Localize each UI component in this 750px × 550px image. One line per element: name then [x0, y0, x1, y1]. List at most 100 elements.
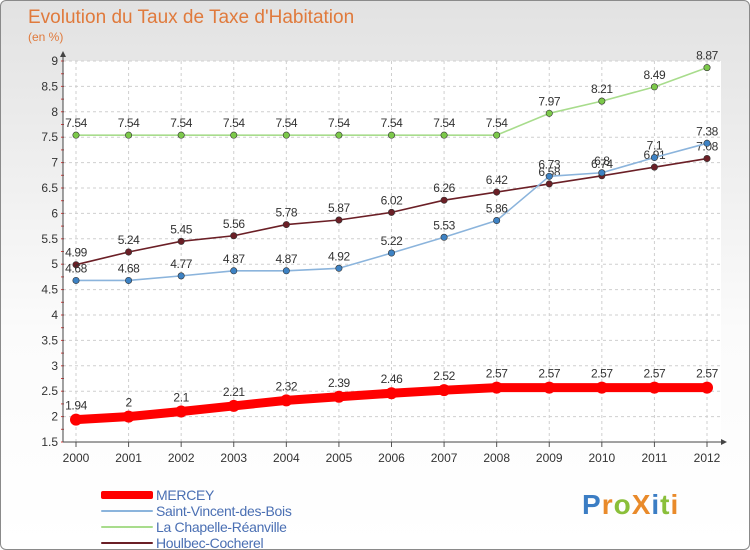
legend-item: Saint-Vincent-des-Bois [101, 503, 292, 519]
data-point-saint-vincent-des-bois [440, 233, 448, 241]
proxiti-logo: ProXiti [582, 489, 679, 521]
x-tick-label: 2009 [536, 451, 563, 465]
data-point-mercey [701, 381, 713, 394]
data-point-saint-vincent-des-bois [177, 272, 185, 280]
data-label-houlbec-cocherel: 5.24 [118, 233, 140, 247]
data-label-la-chapelle-reanville: 7.54 [170, 116, 192, 130]
legend-item: Houlbec-Cocherel [101, 535, 264, 550]
x-tick-label: 2003 [220, 451, 247, 465]
data-point-la-chapelle-reanville [177, 131, 185, 139]
data-label-houlbec-cocherel: 5.87 [328, 201, 350, 215]
data-label-mercey: 2.32 [275, 379, 297, 393]
x-tick-label: 2000 [63, 451, 90, 465]
data-point-mercey [490, 381, 503, 394]
logo-letter: o [613, 489, 632, 520]
data-point-la-chapelle-reanville [335, 131, 343, 139]
legend-swatch [101, 491, 153, 499]
data-point-houlbec-cocherel [125, 248, 133, 256]
data-label-saint-vincent-des-bois: 6.73 [538, 157, 560, 171]
data-point-la-chapelle-reanville [493, 131, 501, 139]
data-point-houlbec-cocherel [72, 261, 80, 269]
x-tick-label: 2007 [431, 451, 458, 465]
data-point-saint-vincent-des-bois [650, 154, 658, 162]
y-axis-arrow [60, 51, 66, 57]
data-point-saint-vincent-des-bois [545, 172, 553, 180]
data-point-houlbec-cocherel [230, 232, 238, 240]
legend-swatch [101, 542, 153, 544]
x-axis-arrow [721, 439, 727, 445]
data-label-saint-vincent-des-bois: 6.8 [594, 154, 610, 168]
data-point-saint-vincent-des-bois [703, 139, 711, 147]
x-tick-label: 2002 [168, 451, 195, 465]
data-label-houlbec-cocherel: 6.74 [591, 157, 613, 171]
data-point-mercey [280, 394, 293, 407]
data-point-saint-vincent-des-bois [72, 276, 80, 284]
data-label-saint-vincent-des-bois: 4.68 [118, 261, 140, 275]
data-label-saint-vincent-des-bois: 4.92 [328, 249, 350, 263]
data-point-la-chapelle-reanville [72, 131, 80, 139]
logo-letter: X [631, 489, 652, 520]
data-label-houlbec-cocherel: 4.99 [65, 246, 87, 260]
data-point-mercey [385, 387, 398, 400]
data-point-saint-vincent-des-bois [282, 267, 290, 275]
data-label-saint-vincent-des-bois: 7.1 [647, 139, 663, 153]
data-point-la-chapelle-reanville [440, 131, 448, 139]
legend-label: Saint-Vincent-des-Bois [156, 503, 292, 519]
data-label-mercey: 2 [125, 396, 132, 410]
data-label-houlbec-cocherel: 6.42 [486, 173, 508, 187]
data-point-mercey [648, 381, 661, 394]
data-point-saint-vincent-des-bois [387, 249, 395, 257]
data-label-saint-vincent-des-bois: 7.38 [696, 124, 718, 138]
data-point-mercey [543, 381, 556, 394]
data-label-mercey: 2.21 [223, 385, 245, 399]
data-label-la-chapelle-reanville: 8.49 [644, 68, 666, 82]
data-point-la-chapelle-reanville [703, 64, 711, 72]
data-label-houlbec-cocherel: 5.45 [170, 222, 192, 236]
data-point-la-chapelle-reanville [125, 131, 133, 139]
y-tick-label: 8 [51, 105, 58, 119]
data-label-la-chapelle-reanville: 7.54 [433, 116, 455, 130]
x-tick-label: 2005 [326, 451, 353, 465]
legend-label: MERCEY [156, 487, 215, 503]
y-tick-label: 8.5 [41, 79, 58, 93]
data-point-saint-vincent-des-bois [335, 264, 343, 272]
y-tick-label: 2.5 [41, 384, 58, 398]
data-label-mercey: 2.39 [328, 376, 350, 390]
data-label-la-chapelle-reanville: 7.54 [223, 116, 245, 130]
data-point-saint-vincent-des-bois [230, 267, 238, 275]
data-label-la-chapelle-reanville: 7.54 [65, 116, 87, 130]
data-point-mercey [438, 384, 451, 397]
data-label-la-chapelle-reanville: 7.97 [538, 94, 560, 108]
data-point-la-chapelle-reanville [387, 131, 395, 139]
chart-title: Evolution du Taux de Taxe d'Habitation [28, 7, 355, 28]
data-label-la-chapelle-reanville: 7.54 [328, 116, 350, 130]
data-label-saint-vincent-des-bois: 4.87 [223, 252, 245, 266]
data-label-saint-vincent-des-bois: 5.22 [381, 234, 403, 248]
y-tick-label: 3 [51, 359, 58, 373]
data-label-mercey: 2.57 [538, 367, 560, 381]
y-tick-label: 6 [51, 206, 58, 220]
data-label-la-chapelle-reanville: 7.54 [118, 116, 140, 130]
data-point-houlbec-cocherel [177, 237, 185, 245]
data-point-houlbec-cocherel [440, 196, 448, 204]
data-label-la-chapelle-reanville: 7.54 [381, 116, 403, 130]
data-label-mercey: 1.94 [65, 399, 87, 413]
x-tick-label: 2011 [642, 451, 668, 465]
data-label-mercey: 2.46 [381, 372, 403, 386]
data-label-saint-vincent-des-bois: 4.87 [275, 252, 297, 266]
legend-item: La Chapelle-Réanville [101, 519, 287, 535]
data-label-houlbec-cocherel: 5.56 [223, 217, 245, 231]
data-point-la-chapelle-reanville [282, 131, 290, 139]
data-label-saint-vincent-des-bois: 4.77 [170, 257, 192, 271]
x-tick-label: 2001 [115, 451, 142, 465]
legend-item: MERCEY [101, 487, 214, 503]
legend-swatch [101, 526, 153, 528]
y-tick-label: 5 [51, 257, 58, 271]
logo-letter: P [582, 489, 602, 520]
legend-label: Houlbec-Cocherel [156, 535, 264, 550]
legend-swatch [101, 510, 153, 512]
y-tick-label: 9 [51, 54, 58, 68]
y-tick-label: 4 [51, 308, 58, 322]
